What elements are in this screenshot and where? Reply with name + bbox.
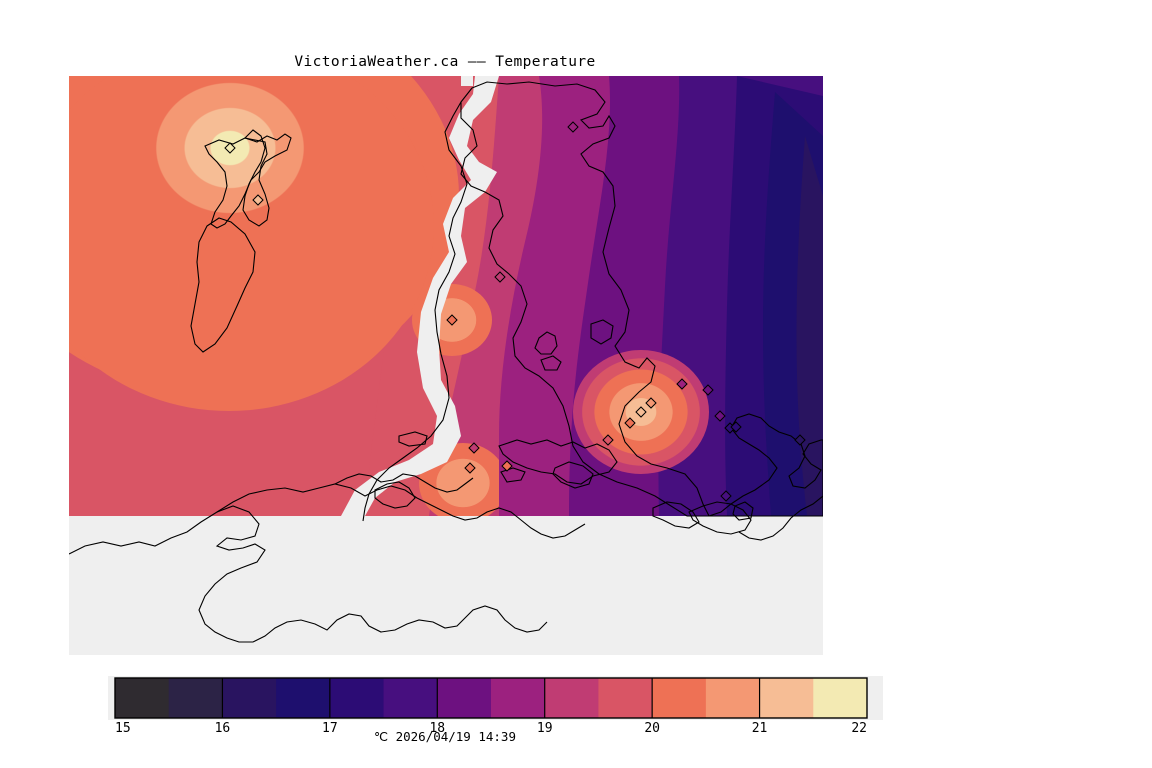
coast-mainland-west [362,101,468,522]
station-marker[interactable] [464,462,476,474]
colorbar-band[interactable] [705,678,761,718]
station-marker[interactable] [494,271,506,283]
coast-island-s3 [500,467,526,483]
colorbar-band[interactable] [437,678,492,718]
colorbar-band[interactable] [222,678,277,718]
colorbar-band[interactable] [544,678,599,718]
colorbar-tick-label: 17 [322,721,338,736]
coast-island-nw [190,217,256,353]
coast-island-se3 [732,501,754,521]
station-marker[interactable] [567,121,579,133]
colorbar-band[interactable] [383,678,438,718]
colorbar-tick-label: 20 [644,721,660,736]
colorbar-tick-label: 18 [429,721,445,736]
coast-south-landmass-a [69,505,548,643]
coast-peninsula-north [460,81,710,517]
colorbar-units-timestamp: ℃ 2026/04/19 14:39 [374,729,516,744]
station-marker[interactable] [730,421,742,433]
colorbar-band[interactable] [652,678,707,718]
station-marker[interactable] [702,384,714,396]
colorbar-band[interactable] [168,678,223,718]
colorbar-bands[interactable] [115,678,868,718]
colorbar-band[interactable] [759,678,814,718]
station-marker[interactable] [501,460,513,472]
colorbar-band[interactable] [491,678,546,718]
coast-south-east-edge [738,495,823,541]
station-marker[interactable] [645,397,657,409]
station-marker[interactable] [224,142,236,154]
colorbar-tick-label: 22 [851,721,867,736]
nodata-a [461,76,473,86]
colorbar-tick-label: 19 [537,721,553,736]
colorbar-tick-label: 15 [115,721,131,736]
contour-band-16 [796,136,823,516]
coast-south-landmass-c [334,473,474,493]
hotspot-northwest [112,76,348,252]
colorbar-band[interactable] [598,678,653,718]
colorbar-band[interactable] [813,678,868,718]
colorbar-band[interactable] [276,678,331,718]
colorbar-band[interactable] [115,678,170,718]
colorbar-tick-label: 21 [752,721,768,736]
coast-south-island-b [688,501,752,535]
coast-lake-d [540,355,562,371]
coast-south-landmass-b [216,483,586,539]
station-marker[interactable] [624,417,636,429]
station-marker[interactable] [252,194,264,206]
coast-peninsula-se [708,413,823,517]
station-marker[interactable] [714,410,726,422]
colorbar-border [114,677,868,719]
coast-islands-south [498,439,618,485]
station-marker[interactable] [446,314,458,326]
coast-south-island-a [374,481,416,509]
map-svg[interactable] [69,76,823,655]
station-marker[interactable] [794,434,806,446]
land-mask-bottom [69,76,823,655]
page-title: VictoriaWeather.ca —— Temperature [294,54,596,70]
colorbar-band[interactable] [329,678,385,718]
colorbar-svg[interactable]: 15 16 17 18 19 20 21 22 [100,670,890,750]
station-markers[interactable] [224,121,806,502]
colorbar-tick-label: 16 [215,721,231,736]
colorbar-ticks: 15 16 17 18 19 20 21 22 [115,678,867,736]
station-marker[interactable] [468,442,480,454]
coast-island-s2 [552,461,594,489]
station-marker[interactable] [676,378,688,390]
coast-lake-a [534,331,558,355]
coast-island-se2 [652,501,700,529]
station-marker[interactable] [602,434,614,446]
coast-island-strait [242,129,270,227]
station-marker[interactable] [635,406,647,418]
land-mask [69,76,823,655]
station-marker[interactable] [720,490,732,502]
colorbar-panel[interactable]: 15 16 17 18 19 20 21 22 [100,670,890,750]
coastlines [69,81,823,643]
coast-lake-c [398,431,428,447]
map-panel[interactable] [69,76,823,655]
coast-lake-b [590,319,614,345]
no-data-regions [341,76,499,516]
